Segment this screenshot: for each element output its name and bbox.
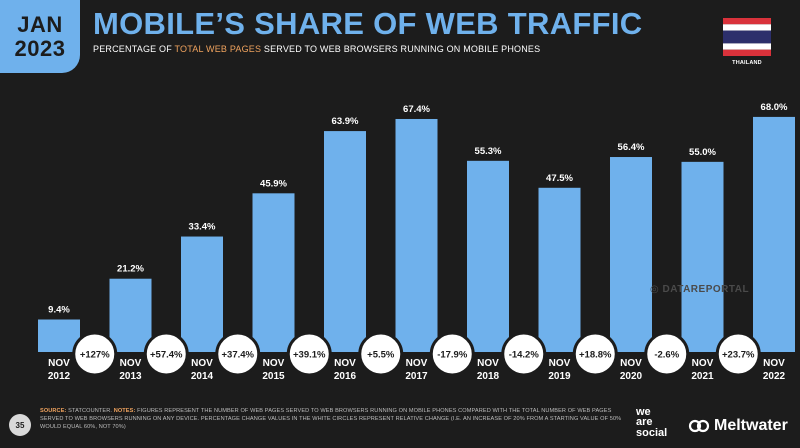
- x-tick-year: 2019: [548, 371, 571, 382]
- x-tick-year: 2022: [763, 371, 786, 382]
- bar-value-label: 67.4%: [403, 104, 430, 115]
- country-label: THAILAND: [732, 60, 762, 66]
- bar-value-label: 21.2%: [117, 264, 144, 275]
- bar: [109, 278, 152, 352]
- change-label: -17.9%: [437, 350, 468, 361]
- change-circle: [72, 331, 118, 377]
- x-tick-year: 2012: [48, 371, 71, 382]
- thailand-flag-icon: [723, 18, 771, 56]
- change-circle: [715, 331, 761, 377]
- change-label: +23.7%: [722, 350, 755, 361]
- change-label: +127%: [80, 350, 110, 361]
- x-tick-month: NOV: [763, 358, 785, 369]
- bar-value-label: 56.4%: [618, 142, 645, 153]
- x-tick-year: 2014: [191, 371, 214, 382]
- change-circle: [215, 331, 261, 377]
- x-tick-month: NOV: [477, 358, 499, 369]
- change-label: +5.5%: [367, 350, 395, 361]
- change-label: +39.1%: [293, 350, 326, 361]
- bar: [753, 116, 795, 352]
- bar: [324, 131, 366, 352]
- brand-meltwater: Meltwater: [714, 417, 788, 434]
- x-tick-month: NOV: [120, 358, 142, 369]
- bar: [538, 187, 581, 352]
- date-month: JAN: [17, 12, 63, 38]
- watermark-text: DATAREPORTAL: [662, 284, 750, 295]
- meltwater-logo: Meltwater: [688, 417, 788, 435]
- bar: [252, 193, 295, 352]
- brand-are: are: [636, 416, 653, 429]
- x-tick-year: 2018: [477, 371, 500, 382]
- meltwater-mark-icon: [688, 419, 710, 433]
- change-label: +57.4%: [150, 350, 183, 361]
- change-circle: [644, 331, 690, 377]
- bar: [610, 157, 652, 352]
- x-tick-month: NOV: [48, 358, 70, 369]
- change-label: -2.6%: [654, 350, 679, 361]
- bar: [181, 236, 223, 352]
- change-circle: [429, 331, 475, 377]
- change-label: -14.2%: [509, 350, 540, 361]
- x-tick-year: 2015: [262, 371, 285, 382]
- source-text: STATCOUNTER.: [66, 408, 114, 414]
- change-label: +18.8%: [579, 350, 612, 361]
- date-badge: JAN 2023: [0, 0, 80, 73]
- x-tick-month: NOV: [620, 358, 642, 369]
- x-tick-month: NOV: [406, 358, 428, 369]
- bar-value-label: 9.4%: [48, 305, 70, 316]
- bar-value-label: 45.9%: [260, 178, 287, 189]
- x-tick-year: 2020: [620, 371, 643, 382]
- change-circle: [358, 331, 404, 377]
- x-tick-year: 2021: [691, 371, 714, 382]
- notes-text: FIGURES REPRESENT THE NUMBER OF WEB PAGE…: [40, 408, 622, 431]
- bar: [38, 319, 80, 352]
- page-number: 35: [9, 414, 31, 436]
- x-tick-month: NOV: [549, 358, 571, 369]
- bar-value-label: 47.5%: [546, 173, 573, 184]
- change-circle: [572, 331, 618, 377]
- bar-chart: 9.4% NOV 2012 21.2% NOV 2013 33.4% NOV 2014 45.9%…: [38, 102, 795, 382]
- datareportal-watermark: ◎ DATAREPORTAL: [650, 284, 750, 295]
- change-circle: [501, 331, 547, 377]
- subtitle-pre: PERCENTAGE OF: [93, 44, 175, 54]
- change-circle: [286, 331, 332, 377]
- x-tick-year: 2013: [119, 371, 142, 382]
- page-title: MOBILE’S SHARE OF WEB TRAFFIC: [93, 6, 643, 41]
- we-are-social-logo: we are social: [636, 406, 668, 439]
- x-tick-year: 2016: [334, 371, 357, 382]
- notes-label: NOTES:: [113, 408, 136, 414]
- x-tick-year: 2017: [405, 371, 428, 382]
- date-year: 2023: [14, 35, 66, 61]
- bar-value-label: 55.3%: [475, 146, 502, 157]
- bar-value-label: 68.0%: [761, 102, 788, 113]
- change-label: +37.4%: [222, 350, 255, 361]
- x-tick-month: NOV: [263, 358, 285, 369]
- bar-value-label: 55.0%: [689, 147, 716, 158]
- change-circle: [143, 331, 189, 377]
- x-tick-month: NOV: [191, 358, 213, 369]
- bar: [395, 118, 438, 352]
- page-subtitle: PERCENTAGE OF TOTAL WEB PAGES SERVED TO …: [93, 44, 540, 54]
- subtitle-post: SERVED TO WEB BROWSERS RUNNING ON MOBILE…: [261, 44, 541, 54]
- x-tick-month: NOV: [334, 358, 356, 369]
- source-label: SOURCE:: [40, 408, 67, 414]
- bar: [681, 161, 724, 352]
- brand-we: we: [636, 406, 651, 418]
- subtitle-highlight: TOTAL WEB PAGES: [174, 44, 262, 54]
- footnote: SOURCE: STATCOUNTER. NOTES: FIGURES REPR…: [40, 407, 630, 431]
- brand-social: social: [636, 426, 668, 439]
- bar-value-label: 33.4%: [189, 222, 216, 233]
- bar: [467, 160, 509, 352]
- x-tick-month: NOV: [692, 358, 714, 369]
- bar-value-label: 63.9%: [332, 116, 359, 127]
